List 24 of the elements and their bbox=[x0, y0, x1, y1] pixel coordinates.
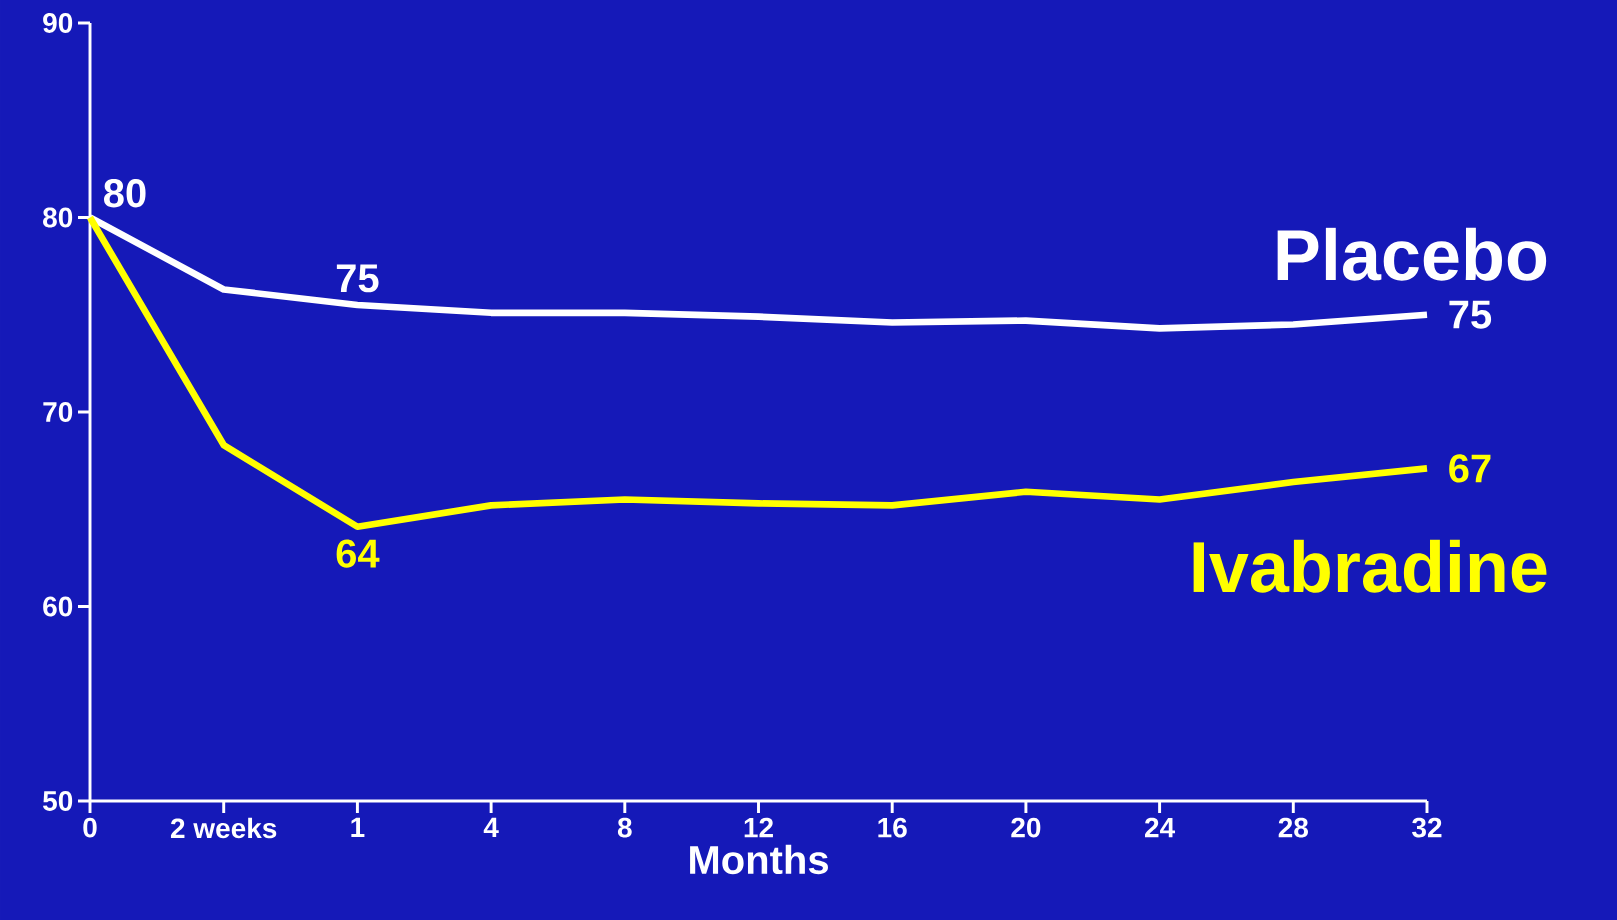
y-tick-label: 80 bbox=[43, 207, 73, 228]
y-tick-label: 50 bbox=[43, 791, 73, 811]
annotation: 75 bbox=[1449, 300, 1492, 329]
y-tick-label: 70 bbox=[43, 402, 73, 422]
annotation: 67 bbox=[1449, 454, 1491, 483]
x-tick-label: 4 bbox=[483, 817, 499, 837]
x-tick-label: 24 bbox=[1144, 817, 1176, 838]
x-tick-label: 12 bbox=[744, 817, 773, 838]
x-tick-label: 8 bbox=[617, 817, 632, 838]
x-tick-label: 0 bbox=[83, 817, 97, 838]
x-tick-label: 16 bbox=[878, 817, 907, 838]
series-label: Placebo bbox=[1277, 227, 1547, 281]
y-tick-label: 90 bbox=[43, 13, 73, 33]
annotation: 75 bbox=[336, 264, 379, 293]
x-tick-label: 32 bbox=[1412, 817, 1442, 838]
series-label: Ivabradine bbox=[1193, 539, 1547, 593]
x-tick-label: 2 weeks bbox=[170, 817, 277, 839]
x-axis-title: Months bbox=[690, 844, 828, 875]
x-tick-label: 20 bbox=[1011, 817, 1041, 838]
y-tick-label: 60 bbox=[43, 596, 73, 617]
annotation: 80 bbox=[104, 179, 146, 208]
annotation: 64 bbox=[336, 539, 380, 568]
x-tick-label: 28 bbox=[1278, 817, 1308, 838]
x-tick-label: 1 bbox=[351, 817, 365, 837]
